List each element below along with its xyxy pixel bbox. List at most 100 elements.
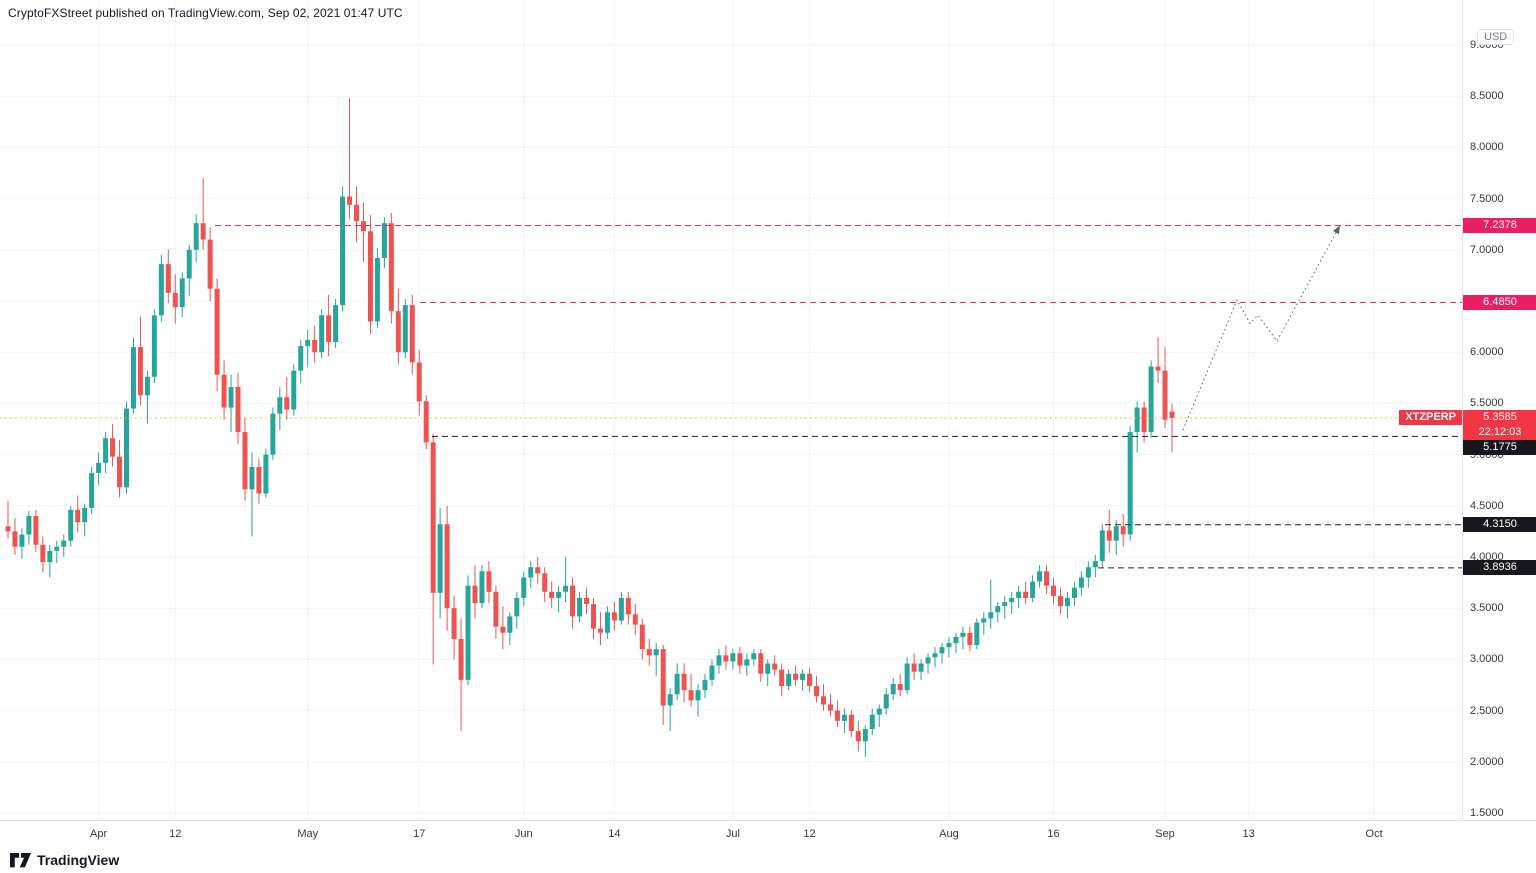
candle[interactable] — [1162, 347, 1168, 428]
candle[interactable] — [563, 557, 569, 603]
candle[interactable] — [688, 673, 694, 707]
candle[interactable] — [1113, 520, 1119, 555]
projection-layer[interactable] — [1182, 224, 1341, 431]
candle[interactable] — [1016, 585, 1022, 609]
candle[interactable] — [33, 509, 39, 552]
candle[interactable] — [228, 374, 234, 433]
candle[interactable] — [1037, 565, 1043, 588]
candle[interactable] — [632, 604, 638, 635]
candle[interactable] — [284, 376, 290, 420]
candle[interactable] — [604, 606, 610, 639]
candle[interactable] — [89, 466, 95, 514]
candle[interactable] — [1071, 581, 1077, 607]
candle[interactable] — [221, 360, 227, 420]
candle[interactable] — [758, 649, 764, 682]
candle[interactable] — [653, 643, 659, 676]
candle[interactable] — [1092, 554, 1098, 578]
levels-layer[interactable] — [0, 224, 1462, 569]
candle[interactable] — [1148, 360, 1154, 439]
candle[interactable] — [263, 448, 269, 498]
candle[interactable] — [270, 407, 276, 460]
candle[interactable] — [326, 294, 332, 357]
resistance-label-6-4850[interactable]: 6.4850 — [1463, 295, 1536, 311]
candle[interactable] — [862, 724, 868, 757]
candle[interactable] — [179, 272, 185, 318]
candle[interactable] — [639, 618, 645, 660]
candle[interactable] — [423, 395, 429, 450]
candle[interactable] — [82, 503, 88, 537]
candle[interactable] — [256, 458, 262, 504]
candle[interactable] — [772, 655, 778, 676]
candle[interactable] — [151, 309, 157, 383]
candle[interactable] — [834, 700, 840, 727]
candle[interactable] — [556, 585, 562, 613]
candle[interactable] — [319, 309, 325, 359]
candle[interactable] — [416, 350, 422, 416]
candle[interactable] — [54, 540, 60, 564]
candle[interactable] — [918, 659, 924, 680]
candle[interactable] — [765, 659, 771, 687]
support-label-4-3150[interactable]: 4.3150 — [1463, 517, 1536, 533]
candle[interactable] — [570, 577, 576, 629]
candle[interactable] — [883, 688, 889, 715]
candle[interactable] — [584, 587, 590, 615]
candle[interactable] — [472, 565, 478, 619]
candle[interactable] — [374, 247, 380, 328]
candle[interactable] — [800, 669, 806, 691]
candle[interactable] — [681, 663, 687, 703]
candle[interactable] — [479, 565, 485, 609]
candle[interactable] — [117, 440, 123, 498]
candle[interactable] — [827, 694, 833, 717]
candle[interactable] — [493, 585, 499, 639]
candle[interactable] — [646, 638, 652, 666]
candle[interactable] — [486, 561, 492, 604]
candle[interactable] — [939, 643, 945, 664]
candle[interactable] — [214, 278, 220, 392]
candle[interactable] — [437, 507, 443, 619]
candle[interactable] — [855, 720, 861, 752]
candle[interactable] — [1134, 401, 1140, 453]
candle[interactable] — [312, 325, 318, 363]
candle[interactable] — [144, 370, 150, 424]
candle[interactable] — [333, 298, 339, 349]
candle[interactable] — [1085, 561, 1091, 588]
candle[interactable] — [946, 636, 952, 658]
price-chart-canvas[interactable] — [0, 0, 1462, 820]
candle[interactable] — [549, 581, 555, 609]
candle[interactable] — [75, 495, 81, 533]
forecast-path[interactable] — [1182, 224, 1341, 431]
candle[interactable] — [779, 663, 785, 697]
candle[interactable] — [535, 557, 541, 584]
candle[interactable] — [388, 212, 394, 324]
candle[interactable] — [360, 202, 366, 263]
candle[interactable] — [1078, 571, 1084, 596]
candle[interactable] — [381, 217, 387, 269]
candle[interactable] — [590, 597, 596, 639]
candle[interactable] — [618, 591, 624, 625]
candle[interactable] — [577, 591, 583, 623]
candle[interactable] — [158, 254, 164, 322]
candle[interactable] — [172, 274, 178, 324]
candle[interactable] — [68, 505, 74, 547]
candle[interactable] — [625, 591, 631, 625]
candle[interactable] — [542, 567, 548, 603]
candle[interactable] — [611, 602, 617, 631]
candle[interactable] — [26, 510, 32, 545]
candle[interactable] — [1141, 401, 1147, 443]
candle[interactable] — [1127, 425, 1133, 541]
candle[interactable] — [340, 186, 346, 312]
candle[interactable] — [1099, 524, 1105, 568]
candle[interactable] — [695, 683, 701, 717]
candle[interactable] — [409, 294, 415, 375]
candle[interactable] — [137, 316, 143, 406]
candle[interactable] — [1030, 575, 1036, 603]
candle[interactable] — [660, 645, 666, 725]
candle[interactable] — [869, 708, 875, 736]
candle[interactable] — [1009, 591, 1015, 615]
candle[interactable] — [465, 575, 471, 685]
candle[interactable] — [1057, 587, 1063, 615]
candle[interactable] — [737, 647, 743, 674]
candle[interactable] — [130, 337, 136, 414]
candle[interactable] — [1155, 336, 1161, 383]
candle[interactable] — [960, 626, 966, 650]
